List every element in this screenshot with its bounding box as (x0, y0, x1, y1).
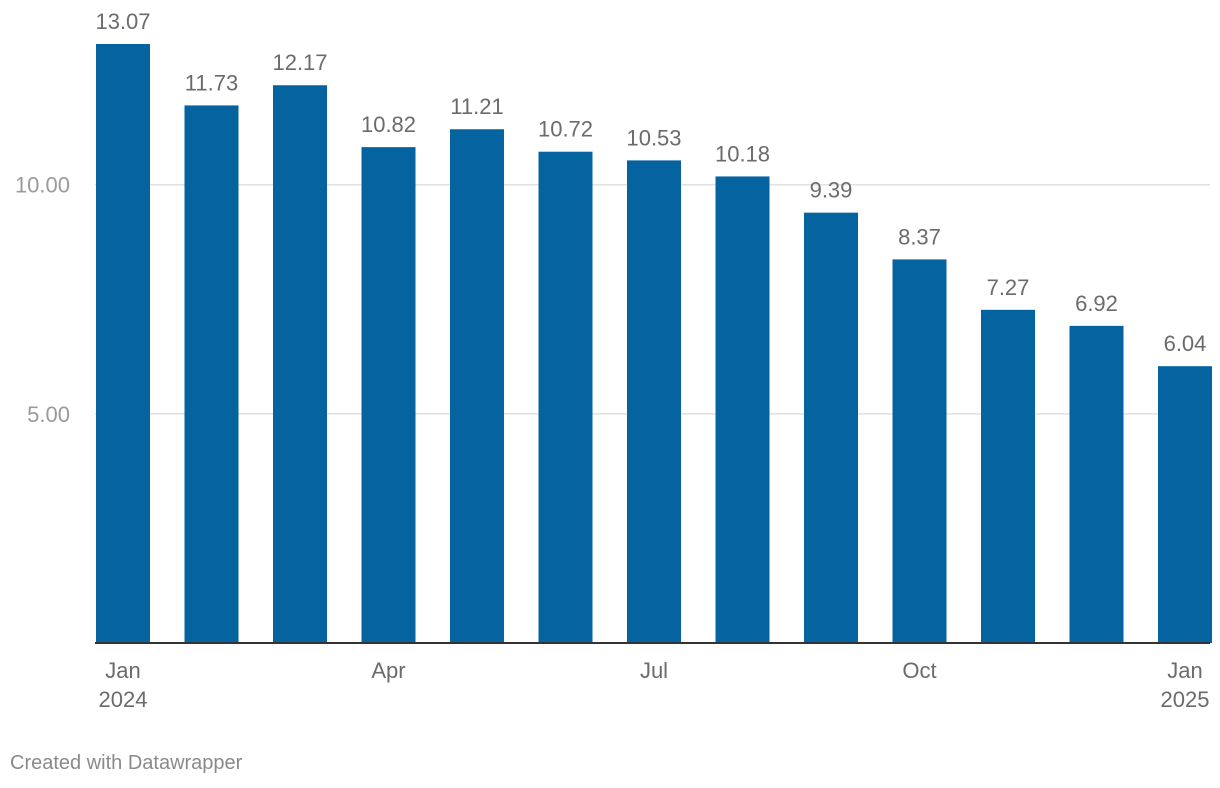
x-tick-label: Apr (371, 658, 405, 683)
x-tick-label: Oct (902, 658, 936, 683)
bar (804, 212, 858, 643)
bar-value-label: 11.73 (185, 70, 238, 95)
bar-value-label: 10.82 (361, 112, 416, 137)
bar (892, 259, 947, 643)
bar-value-label: 13.07 (95, 9, 150, 34)
bar (96, 44, 150, 643)
value-labels: 13.07 11.73 12.17 10.82 11.21 10.72 10.53 10.18… (95, 9, 1206, 356)
bar-value-label: 10.18 (715, 141, 770, 166)
x-tick-label: Jan (1167, 658, 1202, 683)
bar-value-label: 10.72 (538, 117, 593, 142)
bar (715, 176, 770, 643)
bar (1069, 325, 1124, 643)
bar (981, 309, 1035, 643)
bar (1158, 366, 1212, 643)
bar (450, 129, 504, 643)
bar (361, 147, 416, 643)
bar-value-label: 12.17 (272, 50, 327, 75)
x-tick-label: Jul (640, 658, 668, 683)
bar-value-label: 6.04 (1164, 331, 1207, 356)
bar (184, 105, 239, 643)
bar-value-label: 8.37 (898, 224, 941, 249)
bar-value-label: 11.21 (450, 94, 503, 119)
x-tick-label: Jan (105, 658, 140, 683)
tick-labels: 5.00 10.00 Jan 2024 Apr Jul Oct Jan 2025 (15, 173, 1210, 712)
credit-text: Created with Datawrapper (10, 752, 243, 774)
bar-value-label: 10.53 (626, 125, 681, 150)
bars (96, 44, 1212, 643)
bar (273, 85, 327, 643)
bar-value-label: 7.27 (987, 275, 1030, 300)
y-tick-label: 5.00 (27, 402, 70, 427)
y-tick-label: 10.00 (15, 173, 70, 198)
bar (538, 151, 593, 643)
x-tick-label: 2025 (1161, 687, 1210, 712)
bar (627, 160, 681, 643)
bar-value-label: 6.92 (1075, 291, 1118, 316)
x-tick-label: 2024 (99, 687, 148, 712)
bar-value-label: 9.39 (810, 178, 853, 203)
